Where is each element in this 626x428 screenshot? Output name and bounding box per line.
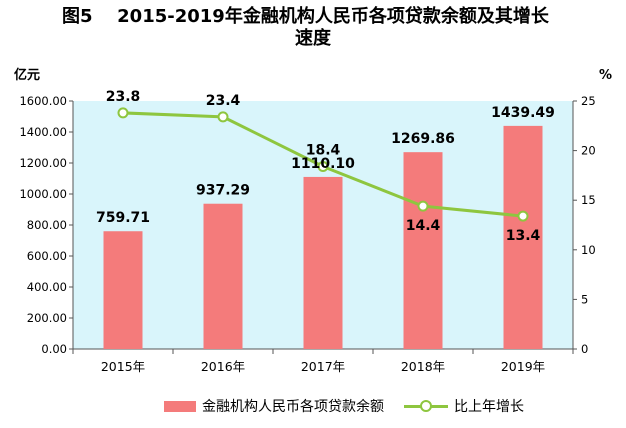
legend-item-line: 比上年增长 — [404, 396, 524, 416]
right-axis-tick-label: 0 — [581, 342, 588, 356]
line-point — [317, 160, 329, 172]
x-axis-tick-label: 2017年 — [301, 359, 345, 374]
x-axis-tick-label: 2018年 — [401, 359, 445, 374]
bar-data-label: 1269.86 — [391, 131, 455, 147]
bar — [503, 125, 543, 349]
left-axis-tick-label: 0.00 — [41, 342, 67, 356]
legend-bar-swatch — [164, 400, 196, 412]
line-data-label: 23.8 — [106, 89, 141, 105]
left-axis-tick-label: 1200.00 — [19, 156, 67, 170]
right-axis-tick-label: 25 — [581, 94, 596, 108]
figure-title-line2: 速度 — [295, 28, 331, 49]
line-point — [517, 210, 529, 222]
left-axis-tick-label: 400.00 — [27, 280, 67, 294]
legend-line-label: 比上年增长 — [454, 399, 524, 415]
legend-line-swatch — [404, 400, 448, 412]
left-axis-tick-label: 1400.00 — [19, 125, 67, 139]
right-axis-tick-label: 15 — [581, 193, 596, 207]
bar-data-label: 937.29 — [196, 183, 250, 199]
combo-chart: 0.00 200.00 400.00 600.00 800.00 1000.00 1200.… — [14, 67, 612, 374]
bar — [103, 231, 143, 349]
right-axis-unit: % — [599, 68, 612, 83]
line-point — [117, 107, 129, 119]
bar — [403, 152, 443, 349]
chart-legend: 金融机构人民币各项贷款余额 比上年增长 — [0, 392, 626, 416]
left-axis-tick-label: 800.00 — [27, 218, 67, 232]
x-axis-tick-label: 2015年 — [101, 359, 145, 374]
bar — [303, 176, 343, 349]
figure-title-line1: 2015-2019年金融机构人民币各项贷款余额及其增长 — [117, 6, 549, 27]
line-data-label: 14.4 — [406, 218, 441, 234]
left-axis-tick-label: 1000.00 — [19, 187, 67, 201]
x-axis-tick-label: 2019年 — [501, 359, 545, 374]
bar-data-label: 1110.10 — [291, 156, 355, 172]
left-axis-tick-label: 600.00 — [27, 249, 67, 263]
x-axis-tick-label: 2016年 — [201, 359, 245, 374]
right-axis-tick-label: 5 — [581, 292, 588, 306]
right-axis-tick-label: 20 — [581, 144, 596, 158]
bar-data-label: 759.71 — [96, 210, 150, 226]
left-axis-tick-label: 200.00 — [27, 311, 67, 325]
line-data-label: 18.4 — [306, 142, 341, 158]
line-data-label: 13.4 — [506, 228, 541, 244]
line-point — [217, 111, 229, 123]
right-axis-tick-label: 10 — [581, 243, 596, 257]
chart-title: 图5 2015-2019年金融机构人民币各项贷款余额及其增长 速度 — [0, 6, 626, 50]
left-axis-tick-label: 1600.00 — [19, 94, 67, 108]
bar — [203, 203, 243, 349]
legend-item-bar: 金融机构人民币各项贷款余额 — [164, 396, 384, 416]
figure-number: 图5 — [62, 6, 93, 27]
bar-data-label: 1439.49 — [491, 105, 555, 121]
line-point — [417, 200, 429, 212]
line-data-label: 23.4 — [206, 93, 241, 109]
left-axis-unit: 亿元 — [14, 67, 40, 83]
legend-bar-label: 金融机构人民币各项贷款余额 — [202, 399, 384, 415]
